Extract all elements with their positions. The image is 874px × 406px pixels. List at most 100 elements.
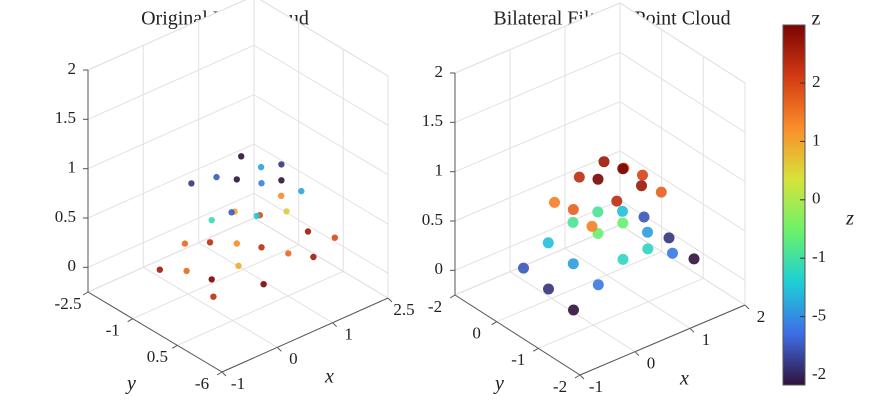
point xyxy=(298,188,304,194)
point xyxy=(618,254,629,265)
point xyxy=(611,196,622,207)
point xyxy=(188,180,194,186)
x-tick xyxy=(222,372,226,376)
point xyxy=(568,217,579,228)
colorbar-tick-label: -2 xyxy=(812,364,826,383)
x-tick xyxy=(388,298,392,302)
y-tick-label: 0 xyxy=(472,324,481,343)
colorbar xyxy=(783,25,805,385)
point xyxy=(543,237,554,248)
point xyxy=(637,170,648,181)
point xyxy=(593,174,604,185)
y-tick-label: -6 xyxy=(195,374,209,393)
x-tick xyxy=(690,328,694,332)
point xyxy=(234,240,240,246)
y-tick-label: 0.5 xyxy=(147,347,168,366)
colorbar-tick-label: 2 xyxy=(812,72,821,91)
point xyxy=(234,176,240,182)
x-tick-label: 2.5 xyxy=(393,300,414,319)
z-tick-label: 0.5 xyxy=(422,210,443,229)
z-tick-label: 0.5 xyxy=(55,207,76,226)
point xyxy=(210,294,216,300)
y-tick xyxy=(128,319,133,322)
point xyxy=(207,239,213,245)
point xyxy=(332,235,338,241)
point xyxy=(664,232,675,243)
x-tick-label: -1 xyxy=(231,374,245,393)
y-tick-label: -2.5 xyxy=(55,294,82,313)
x-tick xyxy=(333,323,337,327)
colorbar-tick-label: -5 xyxy=(812,306,826,325)
point xyxy=(667,248,678,259)
x-tick xyxy=(635,352,639,356)
point xyxy=(258,180,264,186)
point xyxy=(283,208,289,214)
point xyxy=(656,187,667,198)
point xyxy=(182,240,188,246)
point xyxy=(587,221,598,232)
x-tick-label: 1 xyxy=(344,325,353,344)
point xyxy=(592,206,603,217)
z-tick-label: 1.5 xyxy=(422,111,443,130)
point xyxy=(617,218,628,229)
colorbar-tick-label: 1 xyxy=(812,130,821,149)
x-tick xyxy=(580,375,584,379)
y-axis-label: y xyxy=(125,373,136,395)
y-tick-label: -1 xyxy=(511,350,525,369)
x-tick xyxy=(745,305,749,309)
point xyxy=(642,227,653,238)
y-tick-label: -2 xyxy=(553,377,567,396)
y-tick xyxy=(450,295,455,298)
point xyxy=(593,279,604,290)
y-axis-label: y xyxy=(493,373,504,395)
point xyxy=(278,177,284,183)
z-tick-label: 1 xyxy=(435,161,444,180)
point xyxy=(278,161,284,167)
point xyxy=(639,212,650,223)
point xyxy=(254,213,260,219)
z-tick-label: 2 xyxy=(68,59,77,78)
point xyxy=(258,164,264,170)
point xyxy=(636,180,647,191)
x-axis-label: x xyxy=(679,368,689,390)
z-tick-label: 0 xyxy=(435,259,444,278)
point xyxy=(228,209,234,215)
point xyxy=(238,153,244,159)
y-tick-label: -2 xyxy=(428,297,442,316)
point xyxy=(617,206,628,217)
point xyxy=(568,258,579,269)
point xyxy=(235,263,241,269)
point xyxy=(568,204,579,215)
point xyxy=(278,193,284,199)
point xyxy=(518,263,529,274)
point xyxy=(157,267,163,273)
y-tick xyxy=(492,322,497,325)
point xyxy=(689,253,700,264)
y-tick xyxy=(575,375,580,378)
point xyxy=(642,243,653,254)
point xyxy=(568,305,579,316)
colorbar-tick-label: 0 xyxy=(812,189,821,208)
x-axis-label: x xyxy=(324,366,334,388)
x-tick-label: 0 xyxy=(647,354,656,373)
y-tick xyxy=(83,292,88,295)
y-tick xyxy=(533,348,538,351)
x-tick-label: 1 xyxy=(702,330,711,349)
colorbar-label: z xyxy=(845,208,854,230)
point xyxy=(599,156,610,167)
y-tick-label: -1 xyxy=(106,321,120,340)
z-tick-label: 1.5 xyxy=(55,108,76,127)
point xyxy=(258,244,264,250)
x-tick xyxy=(277,347,281,351)
point xyxy=(183,268,189,274)
point xyxy=(285,250,291,256)
point xyxy=(305,228,311,234)
point xyxy=(549,197,560,208)
z-tick-label: 2 xyxy=(435,62,444,81)
x-tick-label: -1 xyxy=(589,377,603,396)
colorbar-tick-label: -1 xyxy=(812,247,826,266)
point xyxy=(209,276,215,282)
figure: Original Point Cloud00.511.52-1012.5-2.5… xyxy=(0,0,874,406)
point xyxy=(543,284,554,295)
point xyxy=(209,217,215,223)
